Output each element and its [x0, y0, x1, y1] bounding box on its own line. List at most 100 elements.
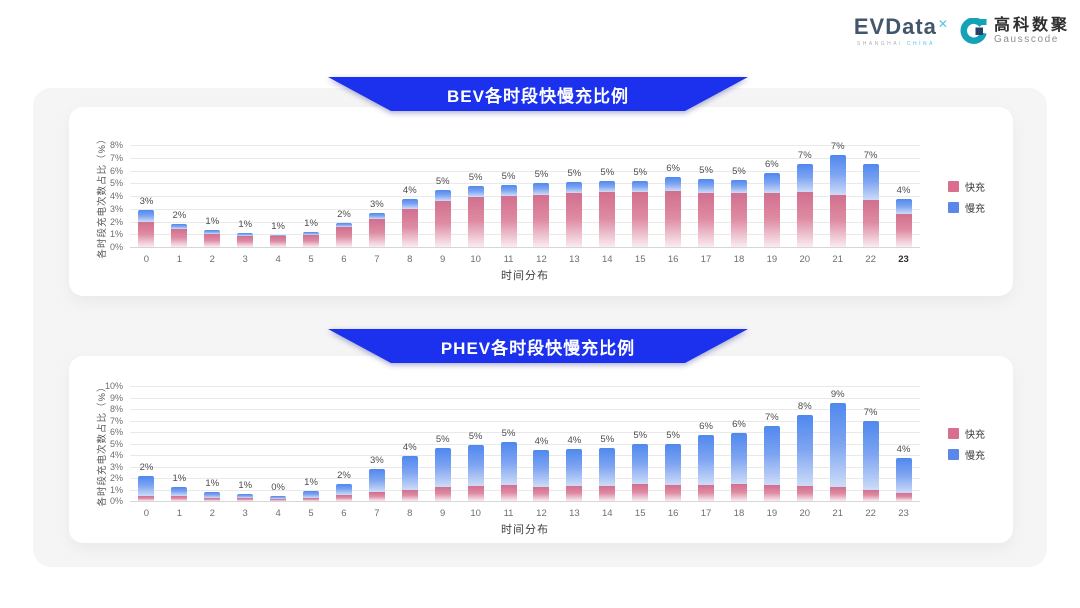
x-tick-label: 16: [667, 508, 679, 519]
bar-value-label: 4%: [402, 184, 417, 196]
bar-segment-fast: [500, 484, 517, 501]
bev-y-axis-title: 各时段充电次数占比（%）: [97, 133, 108, 259]
x-tick-label: 14: [601, 508, 613, 519]
bar-value-label: 5%: [666, 429, 680, 441]
x-tick-label: 0: [143, 254, 150, 265]
x-tick-label: 22: [865, 254, 876, 265]
bar-segment-slow: [599, 180, 616, 192]
bar-value-label: 7%: [863, 406, 878, 418]
bar-segment-slow: [237, 232, 254, 236]
bar-value-label: 1%: [304, 217, 318, 229]
legend-label-fast: 快充: [965, 430, 985, 441]
bar-value-label: 4%: [402, 442, 417, 454]
bar-segment-slow: [467, 185, 484, 198]
bar-segment-slow: [204, 491, 221, 498]
bar-segment-slow: [434, 189, 451, 202]
x-tick-label: 4: [275, 254, 281, 265]
gridline: [130, 145, 920, 146]
bar-segment-slow: [829, 155, 846, 195]
y-tick-label: 6%: [109, 165, 123, 176]
bar-segment-fast: [171, 496, 188, 501]
legend-item-fast: 快充: [948, 426, 985, 441]
x-tick-label: 18: [733, 508, 745, 519]
bar-value-label: 5%: [435, 175, 450, 187]
bar-segment-slow: [796, 164, 813, 193]
bar-segment-slow: [335, 222, 352, 227]
y-tick-label: 5%: [109, 438, 123, 449]
x-tick-label: 2: [209, 508, 215, 519]
x-tick-label: 11: [503, 508, 514, 519]
x-axis-line: [130, 247, 920, 248]
x-tick-label: 15: [634, 254, 646, 265]
y-tick-label: 0%: [109, 242, 123, 252]
bar-segment-fast: [237, 498, 254, 501]
bar-segment-slow: [368, 468, 385, 493]
evdata-logo: EVData✕ SHANGHAI CHINA: [854, 16, 948, 48]
x-tick-label: 13: [569, 508, 580, 519]
bar-segment-fast: [796, 192, 813, 247]
phev-x-axis-title: 时间分布: [501, 524, 549, 536]
bar-value-label: 2%: [337, 208, 351, 220]
bar-segment-slow: [270, 495, 287, 499]
bar-segment-fast: [401, 208, 418, 247]
bar-segment-slow: [632, 180, 649, 193]
bar-segment-slow: [566, 181, 583, 194]
x-tick-label: 6: [341, 508, 347, 519]
bar-segment-slow: [862, 420, 879, 490]
gridline: [130, 386, 920, 387]
y-tick-label: 6%: [109, 427, 123, 437]
x-tick-label: 12: [536, 254, 547, 265]
bar-segment-fast: [171, 229, 188, 247]
y-tick-label: 9%: [109, 392, 123, 403]
bar-value-label: 1%: [238, 480, 253, 492]
x-tick-label: 1: [176, 254, 183, 265]
bar-value-label: 5%: [567, 167, 582, 179]
bar-segment-slow: [500, 442, 517, 485]
x-tick-label: 17: [700, 254, 712, 265]
x-tick-label: 19: [766, 508, 778, 519]
bar-value-label: 4%: [896, 444, 911, 456]
x-axis-line: [130, 501, 920, 502]
y-tick-label: 3%: [109, 203, 123, 214]
legend-swatch-slow: [948, 202, 959, 213]
x-tick-label: 11: [503, 254, 514, 265]
bar-segment-fast: [237, 235, 254, 247]
legend-swatch-fast: [948, 428, 959, 439]
bar-segment-fast: [763, 192, 780, 247]
x-tick-label: 8: [407, 254, 413, 265]
x-tick-label: 20: [799, 508, 811, 519]
bar-value-label: 7%: [797, 150, 812, 162]
bar-value-label: 4%: [534, 436, 549, 448]
x-tick-label: 3: [242, 254, 248, 265]
bar-value-label: 5%: [633, 429, 648, 441]
x-tick-label: 17: [700, 508, 712, 519]
bar-value-label: 5%: [468, 171, 483, 183]
bar-segment-fast: [862, 199, 879, 247]
bar-segment-fast: [730, 193, 747, 247]
bar-segment-slow: [698, 435, 715, 485]
bar-segment-fast: [698, 192, 715, 247]
x-tick-label: 20: [799, 254, 811, 265]
bar-segment-slow: [335, 483, 352, 495]
phev-legend: 快充 慢充: [948, 426, 985, 462]
bar-segment-slow: [138, 210, 155, 222]
bar-segment-slow: [204, 230, 221, 235]
bar-segment-fast: [467, 486, 484, 501]
bev-chart-card: 各时段充电次数占比（%） 0% 1% 2% 3% 4% 5% 6% 7% 8% 3% 0 2% 1 1% 2…: [69, 107, 1013, 296]
bar-segment-fast: [303, 497, 320, 501]
bar-segment-slow: [698, 179, 715, 193]
bar-segment-fast: [829, 194, 846, 247]
bar-segment-slow: [533, 450, 550, 488]
bar-segment-fast: [632, 483, 649, 501]
bar-value-label: 3%: [139, 196, 154, 208]
bar-value-label: 2%: [337, 469, 351, 481]
x-tick-label: 14: [601, 254, 613, 265]
y-tick-label: 2%: [109, 473, 123, 483]
x-tick-label: 9: [440, 254, 446, 265]
bar-segment-fast: [270, 498, 287, 501]
y-tick-label: 10%: [104, 381, 123, 391]
bar-segment-fast: [632, 192, 649, 247]
y-tick-label: 1%: [109, 484, 123, 495]
bar-value-label: 1%: [238, 218, 253, 230]
bar-segment-fast: [303, 234, 320, 247]
